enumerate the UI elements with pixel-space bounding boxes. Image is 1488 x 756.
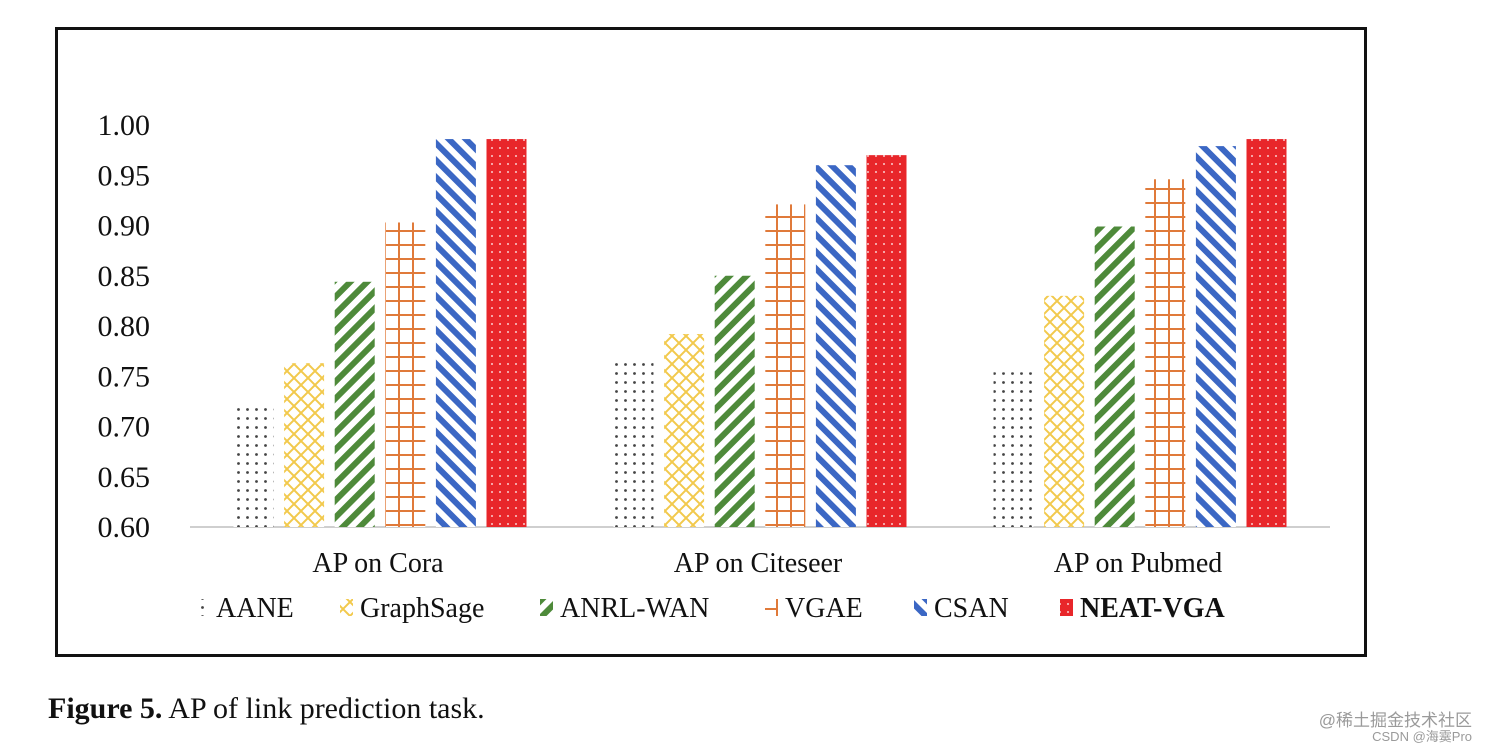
legend-swatch-csan (914, 599, 927, 616)
watermark: @稀土掘金技术社区 CSDN @海霙Pro (1319, 712, 1472, 743)
bar-neat-vga-3 (1246, 139, 1287, 527)
bar-vgae-3 (1145, 179, 1186, 527)
legend-swatch-graphsage (340, 599, 353, 616)
legend-label: NEAT-VGA (1080, 593, 1225, 624)
y-tick-label: 1.00 (98, 109, 151, 142)
bar-csan-2 (815, 165, 856, 527)
y-tick-label: 0.75 (98, 360, 151, 393)
legend-label: GraphSage (360, 593, 484, 624)
bar-graphsage-3 (1044, 295, 1085, 527)
bar-csan-1 (435, 139, 476, 527)
bar-aane-3 (993, 372, 1034, 527)
legend-swatch-vgae (765, 599, 778, 616)
caption-label: Figure 5. (48, 692, 163, 725)
y-tick-label: 0.85 (98, 260, 151, 293)
y-tick-label: 0.60 (98, 511, 151, 544)
watermark-line-2: CSDN @海霙Pro (1372, 728, 1472, 744)
legend-swatch-aane (196, 599, 209, 616)
bar-anrl-wan-3 (1094, 226, 1135, 527)
figure-frame (55, 27, 1367, 657)
legend-swatch-anrl-wan (540, 599, 553, 616)
legend-label: ANRL-WAN (560, 593, 709, 624)
bar-anrl-wan-2 (714, 275, 755, 527)
legend-label: CSAN (934, 593, 1009, 624)
x-category-label: AP on Citeseer (674, 548, 843, 579)
bar-vgae-2 (765, 204, 806, 527)
bar-aane-2 (613, 361, 654, 527)
bar-neat-vga-1 (486, 139, 527, 527)
y-tick-label: 0.65 (98, 461, 151, 494)
bar-csan-3 (1195, 146, 1236, 528)
bar-vgae-1 (385, 222, 426, 528)
bar-aane-1 (233, 405, 274, 527)
legend-label: VGAE (785, 593, 863, 624)
x-category-label: AP on Cora (312, 548, 444, 579)
y-tick-label: 0.80 (98, 310, 151, 343)
y-tick-label: 0.90 (98, 210, 151, 243)
legend-label: AANE (216, 593, 294, 624)
caption-text: AP of link prediction task. (168, 692, 485, 725)
y-tick-label: 0.70 (98, 411, 151, 444)
watermark-line-1: @稀土掘金技术社区 (1318, 711, 1472, 730)
bar-graphsage-1 (284, 363, 325, 527)
figure-caption: Figure 5. AP of link prediction task. (48, 692, 485, 726)
bar-neat-vga-2 (866, 155, 907, 527)
x-category-label: AP on Pubmed (1054, 548, 1223, 579)
legend-swatch-neat-vga (1060, 599, 1073, 616)
bar-graphsage-2 (664, 334, 705, 527)
bar-anrl-wan-1 (334, 281, 375, 527)
y-tick-label: 0.95 (98, 159, 151, 192)
